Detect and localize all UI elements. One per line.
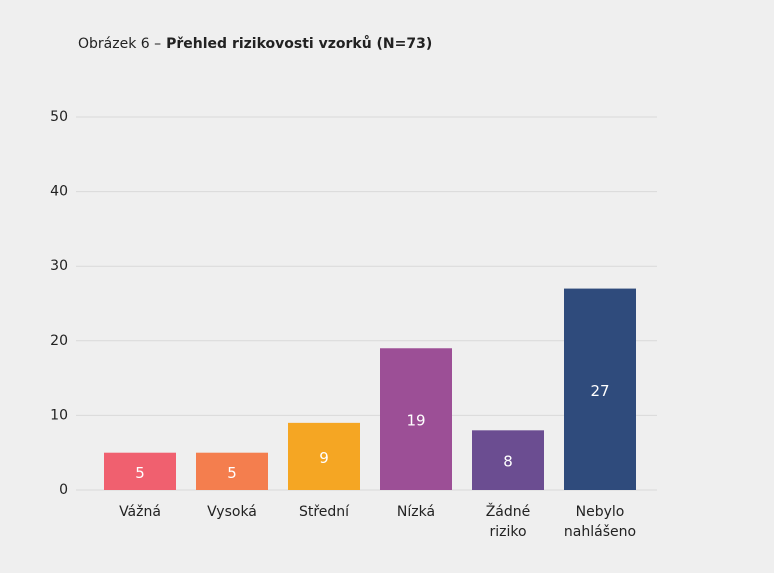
x-tick-label: Žádné riziko	[486, 502, 531, 540]
value-label: 9	[319, 449, 329, 467]
y-tick-label: 30	[50, 258, 68, 274]
value-label: 5	[227, 464, 237, 482]
bar	[104, 452, 176, 490]
bar	[196, 452, 268, 490]
y-tick-label: 40	[50, 184, 68, 200]
bar	[564, 288, 636, 490]
value-label: 8	[503, 453, 513, 471]
bar	[288, 422, 360, 490]
y-tick-label: 50	[50, 109, 68, 125]
chart-title: Obrázek 6 – Přehled rizikovosti vzorků (N…	[78, 35, 432, 52]
x-tick-label: Nízká	[397, 504, 435, 520]
y-tick-label: 10	[50, 407, 68, 423]
value-label: 5	[135, 464, 145, 482]
x-tick-label: Střední	[299, 504, 350, 520]
x-tick-label: Nebylo nahlášeno	[564, 504, 636, 540]
figure-label: Obrázek 6 –	[78, 36, 161, 52]
x-tick-label: Vážná	[119, 504, 161, 520]
x-tick-label: Vysoká	[207, 504, 257, 520]
bar	[380, 348, 452, 490]
value-label: 27	[590, 382, 609, 400]
title-text: Přehled rizikovosti vzorků (N=73)	[166, 35, 432, 52]
y-tick-label: 20	[50, 333, 68, 349]
y-tick-label: 0	[59, 482, 68, 498]
bar	[472, 430, 544, 490]
value-label: 19	[406, 412, 425, 430]
